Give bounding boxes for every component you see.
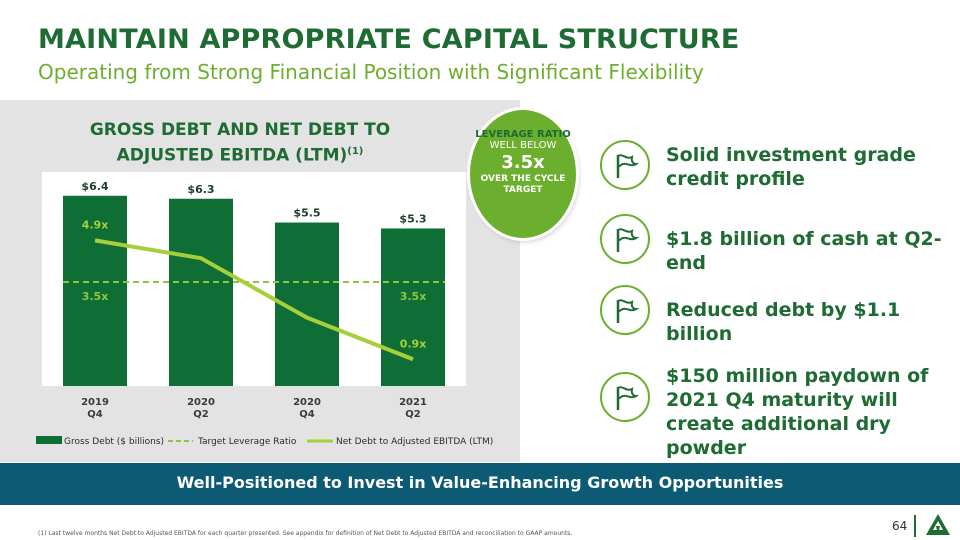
x-tick-label: 2021	[399, 397, 427, 408]
page-number: 64	[892, 519, 908, 533]
x-tick-label: Q4	[299, 409, 315, 420]
target-label: 3.5x	[82, 290, 109, 303]
net-debt-label: 0.9x	[400, 337, 427, 350]
bullet-text: Solid investment grade credit profile	[666, 144, 916, 190]
footnote: (1) Last twelve months Net Debt to Adjus…	[38, 530, 573, 537]
bar-value-label: $6.3	[187, 183, 214, 196]
leverage-badge-value: 3.5x	[501, 152, 545, 173]
bar-value-label: $5.3	[399, 212, 426, 225]
leverage-badge-line2: WELL BELOW	[489, 140, 557, 151]
legend-label: Net Debt to Adjusted EBITDA (LTM)	[336, 437, 493, 447]
x-tick-label: 2019	[81, 397, 109, 408]
banner-text: Well-Positioned to Invest in Value-Enhan…	[176, 473, 784, 492]
chart-title-line2-text: ADJUSTED EBITDA (LTM)	[116, 145, 348, 166]
bar-value-label: $6.4	[81, 180, 108, 193]
slide-subtitle: Operating from Strong Financial Position…	[38, 60, 704, 84]
bullet-text: Reduced debt by $1.1 billion	[666, 299, 901, 345]
chart-title-line1: GROSS DEBT AND NET DEBT TO	[89, 120, 391, 140]
leverage-ratio-badge: LEVERAGE RATIO WELL BELOW 3.5x OVER THE …	[470, 110, 576, 238]
chart-title-line2: ADJUSTED EBITDA (LTM)(1)	[60, 141, 420, 167]
bullet-text: $1.8 billion of cash at Q2-end	[666, 228, 942, 274]
company-logo-icon	[926, 514, 950, 535]
x-tick-label: Q4	[87, 409, 103, 420]
debt-chart: $6.4 $6.3$5.5 $5.33.5x 3.5x4.9x0.9x2019Q420…	[36, 172, 493, 447]
bar	[381, 228, 445, 386]
page-divider	[914, 515, 916, 537]
banner	[0, 463, 960, 505]
leverage-badge-line1: LEVERAGE RATIO	[475, 129, 571, 140]
chart-title-footnote-ref: (1)	[347, 146, 364, 157]
flag-icon	[600, 140, 650, 190]
bar-value-label: $5.5	[293, 207, 320, 220]
leverage-badge-line4: OVER THE CYCLE TARGET	[480, 174, 566, 195]
legend-label: Target Leverage Ratio	[197, 437, 297, 447]
legend-swatch-gross-debt	[36, 436, 62, 444]
bar	[169, 198, 233, 386]
legend-label: Gross Debt ($ billions)	[64, 437, 164, 447]
flag-icon	[600, 285, 650, 335]
bullet-text: $150 million paydown of 2021 Q4 maturity…	[666, 365, 929, 459]
net-debt-line	[94, 238, 414, 362]
x-tick-label: 2020	[187, 397, 215, 408]
net-debt-label: 4.9x	[82, 218, 109, 231]
flag-icon	[600, 214, 650, 264]
chart-title: GROSS DEBT AND NET DEBT TO ADJUSTED EBIT…	[60, 120, 420, 167]
x-tick-label: Q2	[193, 409, 209, 420]
x-tick-label: 2020	[293, 397, 321, 408]
x-tick-label: Q2	[405, 409, 421, 420]
target-label: 3.5x	[400, 290, 427, 303]
bar	[63, 195, 127, 386]
slide-title: MAINTAIN APPROPRIATE CAPITAL STRUCTURE	[38, 24, 740, 55]
flag-icon	[600, 372, 650, 422]
